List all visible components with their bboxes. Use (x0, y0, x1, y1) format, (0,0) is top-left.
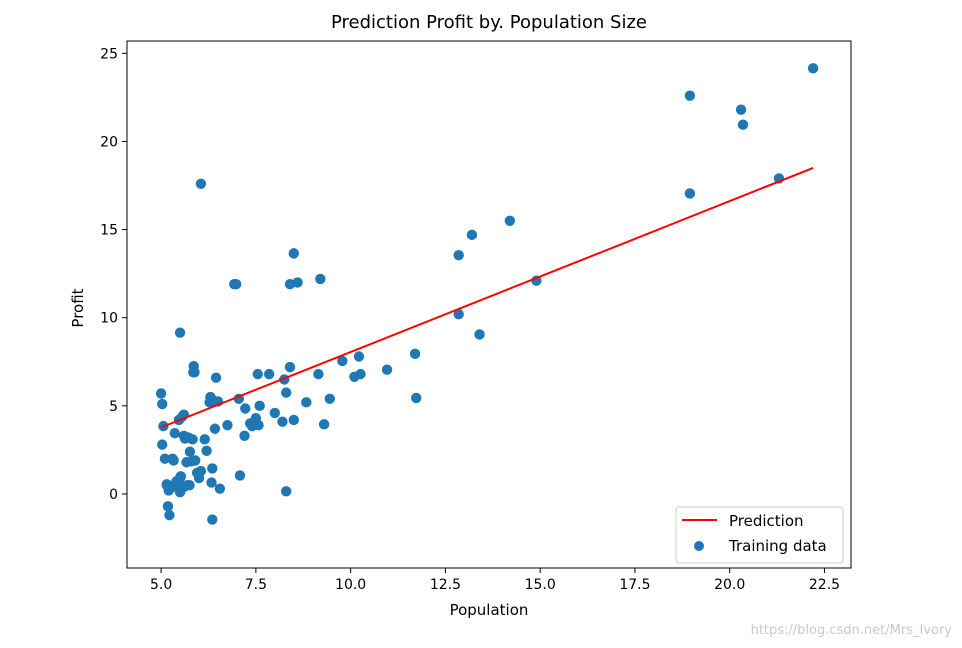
x-tick-label: 12.5 (430, 577, 461, 593)
y-tick-label: 0 (109, 487, 118, 503)
data-point (504, 215, 516, 226)
data-point (737, 119, 749, 130)
data-point (187, 434, 198, 445)
data-point (201, 445, 212, 456)
data-point (381, 364, 393, 375)
data-point (315, 273, 326, 285)
data-point (207, 514, 218, 525)
data-point (184, 446, 196, 457)
data-point (252, 368, 263, 380)
data-point (222, 420, 233, 431)
data-point (157, 439, 168, 450)
data-point (684, 90, 696, 101)
y-axis-label: Profit (69, 288, 87, 327)
legend: Prediction Training data (675, 506, 844, 564)
data-point (409, 348, 421, 360)
data-point (195, 465, 207, 477)
data-point (324, 393, 335, 404)
data-point (807, 63, 819, 74)
data-point (162, 501, 174, 512)
data-point (199, 434, 210, 445)
y-tick-label: 20 (100, 134, 118, 150)
data-point (195, 178, 207, 189)
data-point (474, 329, 485, 340)
data-point (318, 419, 330, 430)
data-point (313, 368, 324, 380)
data-point (240, 403, 251, 414)
data-point (288, 414, 299, 426)
data-point (210, 372, 222, 383)
data-point (735, 104, 747, 115)
data-point (453, 249, 464, 261)
data-point (164, 509, 175, 521)
data-point (288, 248, 299, 259)
data-point (190, 455, 201, 466)
data-point (209, 423, 221, 434)
x-axis: 5.0 7.5 10.0 12.5 15.0 17.5 20.0 22.5 (150, 568, 840, 593)
x-tick-label: 17.5 (619, 577, 650, 593)
data-point (239, 430, 250, 442)
legend-label-prediction: Prediction (729, 512, 804, 530)
data-point (161, 479, 173, 490)
data-point (269, 407, 281, 419)
x-tick-label: 15.0 (525, 577, 556, 593)
data-point (355, 368, 366, 380)
data-point (234, 470, 246, 481)
data-point (206, 477, 217, 488)
data-point (188, 367, 199, 378)
data-point (159, 453, 171, 464)
data-point (254, 400, 265, 412)
data-point (337, 355, 348, 367)
legend-marker-swatch (694, 541, 704, 551)
data-point (453, 308, 464, 320)
legend-label-training-data: Training data (728, 537, 827, 555)
data-point (284, 361, 296, 373)
x-axis-label: Population (450, 601, 529, 619)
data-point (174, 327, 186, 338)
watermark: https://blog.csdn.net/Mrs_Ivory (750, 623, 952, 638)
data-point (157, 398, 168, 410)
x-tick-label: 7.5 (245, 577, 267, 593)
y-axis: 0 5 10 15 20 25 (100, 46, 127, 503)
legend-box (675, 506, 844, 564)
data-point (466, 229, 478, 241)
y-tick-label: 10 (100, 311, 118, 327)
x-tick-label: 10.0 (335, 577, 366, 593)
data-point (207, 463, 218, 474)
data-point (301, 397, 312, 408)
plot-area (126, 40, 852, 569)
data-point (684, 188, 696, 199)
data-point (281, 486, 292, 497)
data-point (277, 416, 288, 427)
y-tick-label: 5 (109, 399, 118, 415)
chart-title: Prediction Profit by. Population Size (331, 12, 647, 33)
data-point (155, 388, 167, 399)
data-point (229, 279, 240, 290)
data-point (292, 277, 303, 288)
y-tick-label: 15 (100, 223, 118, 239)
data-point (169, 427, 180, 439)
chart-marks (155, 63, 819, 525)
x-tick-label: 5.0 (150, 577, 172, 593)
y-tick-label: 25 (100, 46, 118, 62)
data-point (171, 476, 182, 487)
x-tick-label: 22.5 (809, 577, 840, 593)
data-point (411, 392, 422, 404)
prediction-line (161, 166, 814, 428)
data-point (214, 483, 226, 494)
data-point (253, 420, 264, 431)
data-point (168, 455, 179, 466)
data-point (184, 479, 195, 491)
data-point (263, 368, 275, 380)
data-point (353, 351, 365, 362)
x-tick-label: 20.0 (714, 577, 745, 593)
data-point (281, 387, 292, 398)
